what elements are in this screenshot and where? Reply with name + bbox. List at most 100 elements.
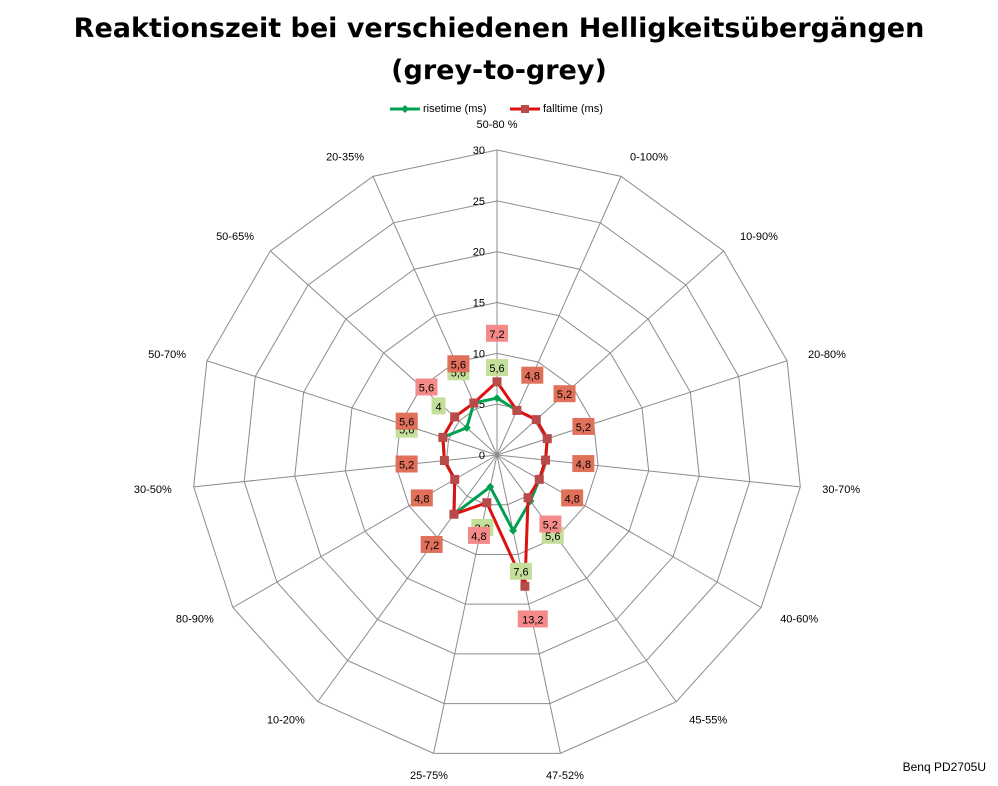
falltime-label-9: 7,2 [424,540,439,552]
falltime-label-14: 5,6 [451,359,466,371]
axis-spoke-50-65- [270,250,498,456]
legend-risetime-marker [390,105,420,113]
falltime-label-12-bg [395,412,418,430]
falltime-label-6: 5,2 [543,520,558,532]
falltime-point-7 [520,581,530,591]
legend-falltime-marker [510,105,540,113]
category-label-30-50-: 30-50% [134,484,172,496]
tick-label-15: 15 [473,298,485,310]
falltime-label-5: 4,8 [565,493,580,505]
falltime-label-11-bg [395,455,418,473]
risetime-label-6: 5,6 [545,531,560,543]
tick-label-5: 5 [479,399,485,411]
tick-label-10: 10 [473,348,485,360]
falltime-point-11 [439,456,449,466]
risetime-point-0 [493,394,501,403]
falltime-label-8-bg [467,526,490,544]
risetime-point-8 [486,482,495,491]
category-label-20-35-: 20-35% [326,151,364,163]
tick-label-20: 20 [473,247,485,259]
falltime-point-10 [450,474,460,484]
falltime-label-6-bg [539,515,562,533]
category-label-80-90-: 80-90% [176,614,214,626]
falltime-point-4 [541,455,551,465]
risetime-label-13-bg [431,397,446,415]
footer-label: Benq PD2705U [902,760,986,774]
falltime-label-2: 5,2 [557,389,572,401]
falltime-label-1: 4,8 [525,371,540,383]
falltime-label-0: 7,2 [489,329,504,341]
category-label-50-80-: 50-80 % [477,119,518,131]
category-label-10-90-: 10-90% [740,231,778,243]
grid-ring-10 [395,352,599,555]
falltime-point-1 [512,405,522,415]
falltime-label-0-bg [486,324,508,342]
axis-spoke-10-90- [496,250,724,456]
falltime-label-4-bg [572,455,595,473]
falltime-label-3: 5,2 [576,422,591,434]
falltime-point-3 [542,434,552,444]
falltime-label-14-bg [447,355,470,373]
category-label-25-75-: 25-75% [410,770,448,782]
risetime-label-0: 5,6 [489,363,504,375]
chart-title-line-1: Reaktionszeit bei verschiedenen Helligke… [73,13,925,44]
falltime-label-7: 13,2 [522,614,543,626]
category-label-50-70-: 50-70% [148,349,186,361]
category-label-40-60-: 40-60% [780,614,818,626]
falltime-label-4: 4,8 [576,459,591,471]
grid-ring-15 [344,301,650,605]
falltime-label-3-bg [572,417,595,435]
falltime-point-13 [450,412,460,422]
falltime-label-9-bg [420,535,443,553]
falltime-label-2-bg [553,385,576,403]
category-label-10-20-: 10-20% [267,715,305,727]
tick-label-25: 25 [473,196,485,208]
tick-label-30: 30 [473,145,485,157]
category-label-30-70-: 30-70% [822,484,860,496]
tick-label-0: 0 [479,450,485,462]
falltime-point-6 [523,493,533,503]
falltime-point-5 [534,474,544,484]
falltime-point-2 [531,415,541,425]
falltime-label-10-bg [410,489,433,507]
legend-label-risetime: risetime (ms) [423,103,487,115]
grid-ring-25 [243,200,751,705]
grid-ring-30 [193,149,801,754]
series-line-falltime [441,380,549,588]
grid-ring-20 [294,251,700,655]
falltime-label-13-bg [415,378,438,396]
falltime-label-1-bg [521,366,544,384]
risetime-label-7-bg [509,562,532,580]
falltime-label-5-bg [561,489,584,507]
category-label-0-100-: 0-100% [630,151,668,163]
falltime-label-12: 5,6 [399,417,414,429]
falltime-point-0 [492,377,502,387]
falltime-point-8 [482,498,492,508]
falltime-label-13: 5,6 [419,382,434,394]
category-label-50-65-: 50-65% [216,231,254,243]
falltime-point-12 [438,432,448,442]
category-label-20-80-: 20-80% [808,349,846,361]
grid-ring-5 [445,403,549,506]
falltime-point-14 [469,398,479,408]
axis-spoke-47-52- [496,454,561,754]
falltime-label-7-bg [517,610,548,628]
falltime-label-11: 5,2 [399,459,414,471]
axis-spoke-50-70- [206,360,498,456]
risetime-point-13 [462,423,471,432]
axis-spoke-10-20- [317,454,498,703]
chart-title-line-2: (grey-to-grey) [391,55,607,86]
falltime-label-8: 4,8 [471,531,486,543]
falltime-label-10: 4,8 [414,493,429,505]
legend-label-falltime: falltime (ms) [543,103,603,115]
category-label-47-52-: 47-52% [546,770,584,782]
category-label-45-55-: 45-55% [689,715,727,727]
risetime-label-13: 4 [435,401,441,413]
risetime-point-7 [509,526,518,535]
axis-spoke-20-35- [372,176,498,456]
chart-title: Reaktionszeit bei verschiedenen Helligke… [0,8,998,92]
falltime-point-9 [449,509,459,519]
risetime-label-7: 7,6 [513,567,528,579]
risetime-label-0-bg [486,359,508,377]
